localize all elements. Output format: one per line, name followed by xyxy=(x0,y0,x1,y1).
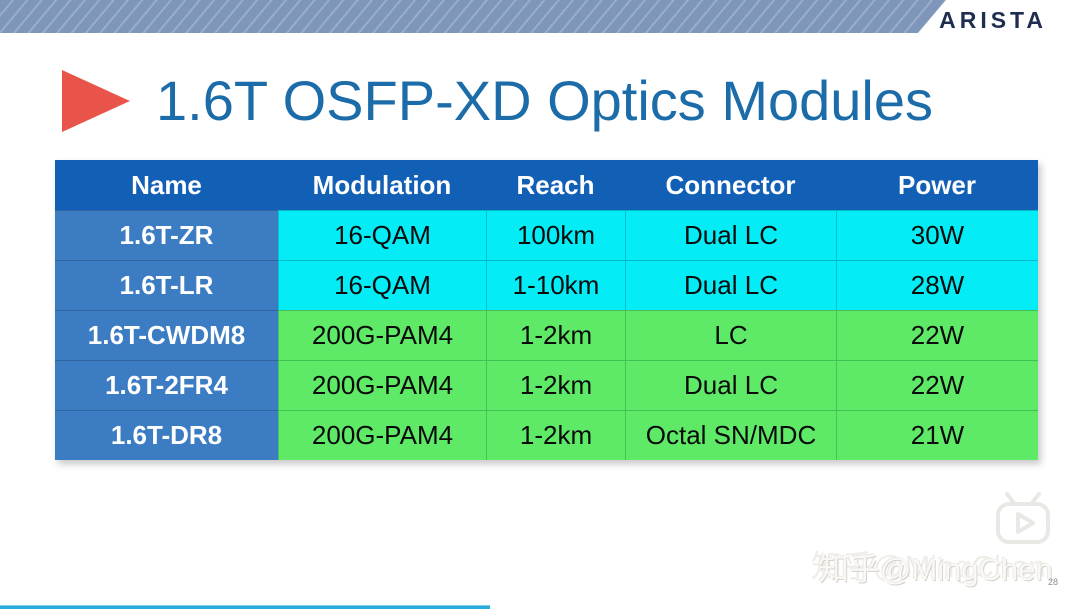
cell-row3-name: 1.6T-CWDM8 xyxy=(55,310,278,360)
watermark: 知乎@MingChen 知乎@MingChen xyxy=(811,544,1068,588)
cell-row1-power: 30W xyxy=(836,210,1038,260)
cell-row1-connector: Dual LC xyxy=(625,210,836,260)
cell-row2-name: 1.6T-LR xyxy=(55,260,278,310)
bottom-accent-bar xyxy=(0,605,490,609)
title-row: 1.6T OSFP-XD Optics Modules xyxy=(62,68,933,133)
header-cell-connector: Connector xyxy=(625,160,836,210)
watermark-text: 知乎@MingChen xyxy=(818,552,1053,587)
arista-logo: ARISTA xyxy=(939,7,1047,33)
cell-row2-reach: 1-10km xyxy=(486,260,625,310)
tv-play-icon[interactable] xyxy=(992,491,1054,547)
cell-row1-reach: 100km xyxy=(486,210,625,260)
red-arrow-icon xyxy=(62,69,130,132)
cell-row4-power: 22W xyxy=(836,360,1038,410)
cell-row3-power: 22W xyxy=(836,310,1038,360)
cell-row5-modulation: 200G-PAM4 xyxy=(278,410,486,460)
header-cell-reach: Reach xyxy=(486,160,625,210)
cell-row4-modulation: 200G-PAM4 xyxy=(278,360,486,410)
cell-row1-name: 1.6T-ZR xyxy=(55,210,278,260)
cell-row3-reach: 1-2km xyxy=(486,310,625,360)
cell-row2-modulation: 16-QAM xyxy=(278,260,486,310)
watermark-text-ghost: 知乎@MingChen xyxy=(811,549,1046,584)
cell-row5-name: 1.6T-DR8 xyxy=(55,410,278,460)
cell-row3-connector: LC xyxy=(625,310,836,360)
cell-row5-connector: Octal SN/MDC xyxy=(625,410,836,460)
cell-row5-reach: 1-2km xyxy=(486,410,625,460)
header-cell-name: Name xyxy=(55,160,278,210)
cell-row2-connector: Dual LC xyxy=(625,260,836,310)
header-cell-power: Power xyxy=(836,160,1038,210)
header-cell-modulation: Modulation xyxy=(278,160,486,210)
cell-row4-reach: 1-2km xyxy=(486,360,625,410)
page-number: 28 xyxy=(1048,577,1059,587)
page-title: 1.6T OSFP-XD Optics Modules xyxy=(156,69,933,132)
header-stripe-banner xyxy=(0,0,946,33)
optics-modules-table: Name Modulation Reach Connector Power 1.… xyxy=(55,160,1038,460)
cell-row3-modulation: 200G-PAM4 xyxy=(278,310,486,360)
cell-row4-name: 1.6T-2FR4 xyxy=(55,360,278,410)
cell-row4-connector: Dual LC xyxy=(625,360,836,410)
cell-row2-power: 28W xyxy=(836,260,1038,310)
cell-row1-modulation: 16-QAM xyxy=(278,210,486,260)
cell-row5-power: 21W xyxy=(836,410,1038,460)
